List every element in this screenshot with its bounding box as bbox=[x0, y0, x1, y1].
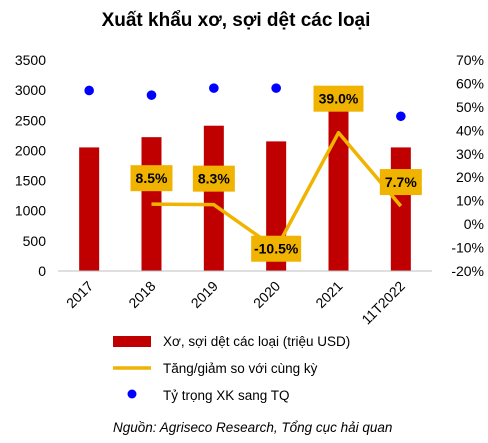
x-tick-label: 2018 bbox=[125, 278, 158, 311]
x-tick-label: 11T2022 bbox=[358, 278, 408, 328]
data-label: 7.7% bbox=[385, 174, 417, 190]
bar bbox=[390, 147, 411, 271]
right-tick-label: -20% bbox=[451, 263, 484, 279]
right-tick-label: 0% bbox=[464, 216, 484, 232]
left-tick-label: 500 bbox=[23, 233, 47, 249]
chart-title: Xuất khẩu xơ, sợi dệt các loại bbox=[102, 10, 371, 31]
data-label-box bbox=[192, 165, 235, 192]
legend-swatch-bar bbox=[113, 336, 151, 347]
scatter-point bbox=[209, 83, 219, 93]
legend-swatch-dot bbox=[127, 389, 137, 399]
right-axis: -20% -10% 0% 10% 20% 30% 40% 50% 60% 70% bbox=[451, 52, 484, 279]
bar bbox=[328, 90, 349, 271]
legend-label-dot: Tỷ trọng XK sang TQ bbox=[163, 388, 290, 403]
right-tick-label: 10% bbox=[456, 193, 484, 209]
scatter-point bbox=[271, 83, 281, 93]
left-tick-label: 3500 bbox=[15, 52, 46, 68]
x-axis: 2017 2018 2019 2020 2021 11T2022 bbox=[58, 270, 432, 328]
x-tick-label: 2021 bbox=[312, 278, 345, 311]
right-tick-label: 50% bbox=[456, 99, 484, 115]
x-tick-label: 2017 bbox=[63, 278, 96, 311]
scatter-series bbox=[84, 83, 406, 122]
data-label-box bbox=[251, 235, 302, 262]
right-tick-label: 60% bbox=[456, 75, 484, 91]
left-tick-label: 2500 bbox=[15, 112, 46, 128]
legend: Xơ, sợi dệt các loại (triệu USD) Tăng/gi… bbox=[113, 334, 350, 403]
data-label: 8.5% bbox=[136, 170, 168, 186]
left-tick-label: 0 bbox=[38, 263, 46, 279]
x-tick-label: 2019 bbox=[188, 278, 221, 311]
left-axis: 0 500 1000 1500 2000 2500 3000 3500 bbox=[15, 52, 46, 279]
legend-label-bar: Xơ, sợi dệt các loại (triệu USD) bbox=[163, 334, 350, 349]
right-tick-label: 20% bbox=[456, 169, 484, 185]
left-tick-label: 1000 bbox=[15, 203, 46, 219]
right-tick-label: -10% bbox=[451, 240, 484, 256]
left-tick-label: 3000 bbox=[15, 82, 46, 98]
right-tick-label: 40% bbox=[456, 122, 484, 138]
data-label: 8.3% bbox=[198, 171, 230, 187]
data-label: 39.0% bbox=[319, 91, 359, 107]
scatter-point bbox=[146, 90, 157, 100]
bar bbox=[203, 125, 224, 271]
right-tick-label: 30% bbox=[456, 146, 484, 162]
left-tick-label: 2000 bbox=[15, 142, 46, 158]
bar-series bbox=[79, 90, 411, 271]
right-tick-label: 70% bbox=[456, 52, 484, 68]
legend-label-line: Tăng/giảm so với cùng kỳ bbox=[163, 361, 318, 376]
source-note: Nguồn: Agriseco Research, Tổng cục hải q… bbox=[113, 420, 392, 435]
data-label: -10.5% bbox=[254, 241, 299, 257]
data-label-box bbox=[130, 165, 173, 192]
left-tick-label: 1500 bbox=[15, 173, 46, 189]
data-label-box bbox=[313, 85, 364, 112]
x-tick-label: 2020 bbox=[250, 278, 283, 311]
data-labels: 8.5% 8.3% -10.5% 39.0% 7.7% bbox=[130, 85, 422, 262]
data-label-box bbox=[379, 169, 422, 196]
scatter-point bbox=[84, 85, 94, 96]
scatter-point bbox=[396, 111, 406, 122]
bar bbox=[79, 147, 100, 271]
